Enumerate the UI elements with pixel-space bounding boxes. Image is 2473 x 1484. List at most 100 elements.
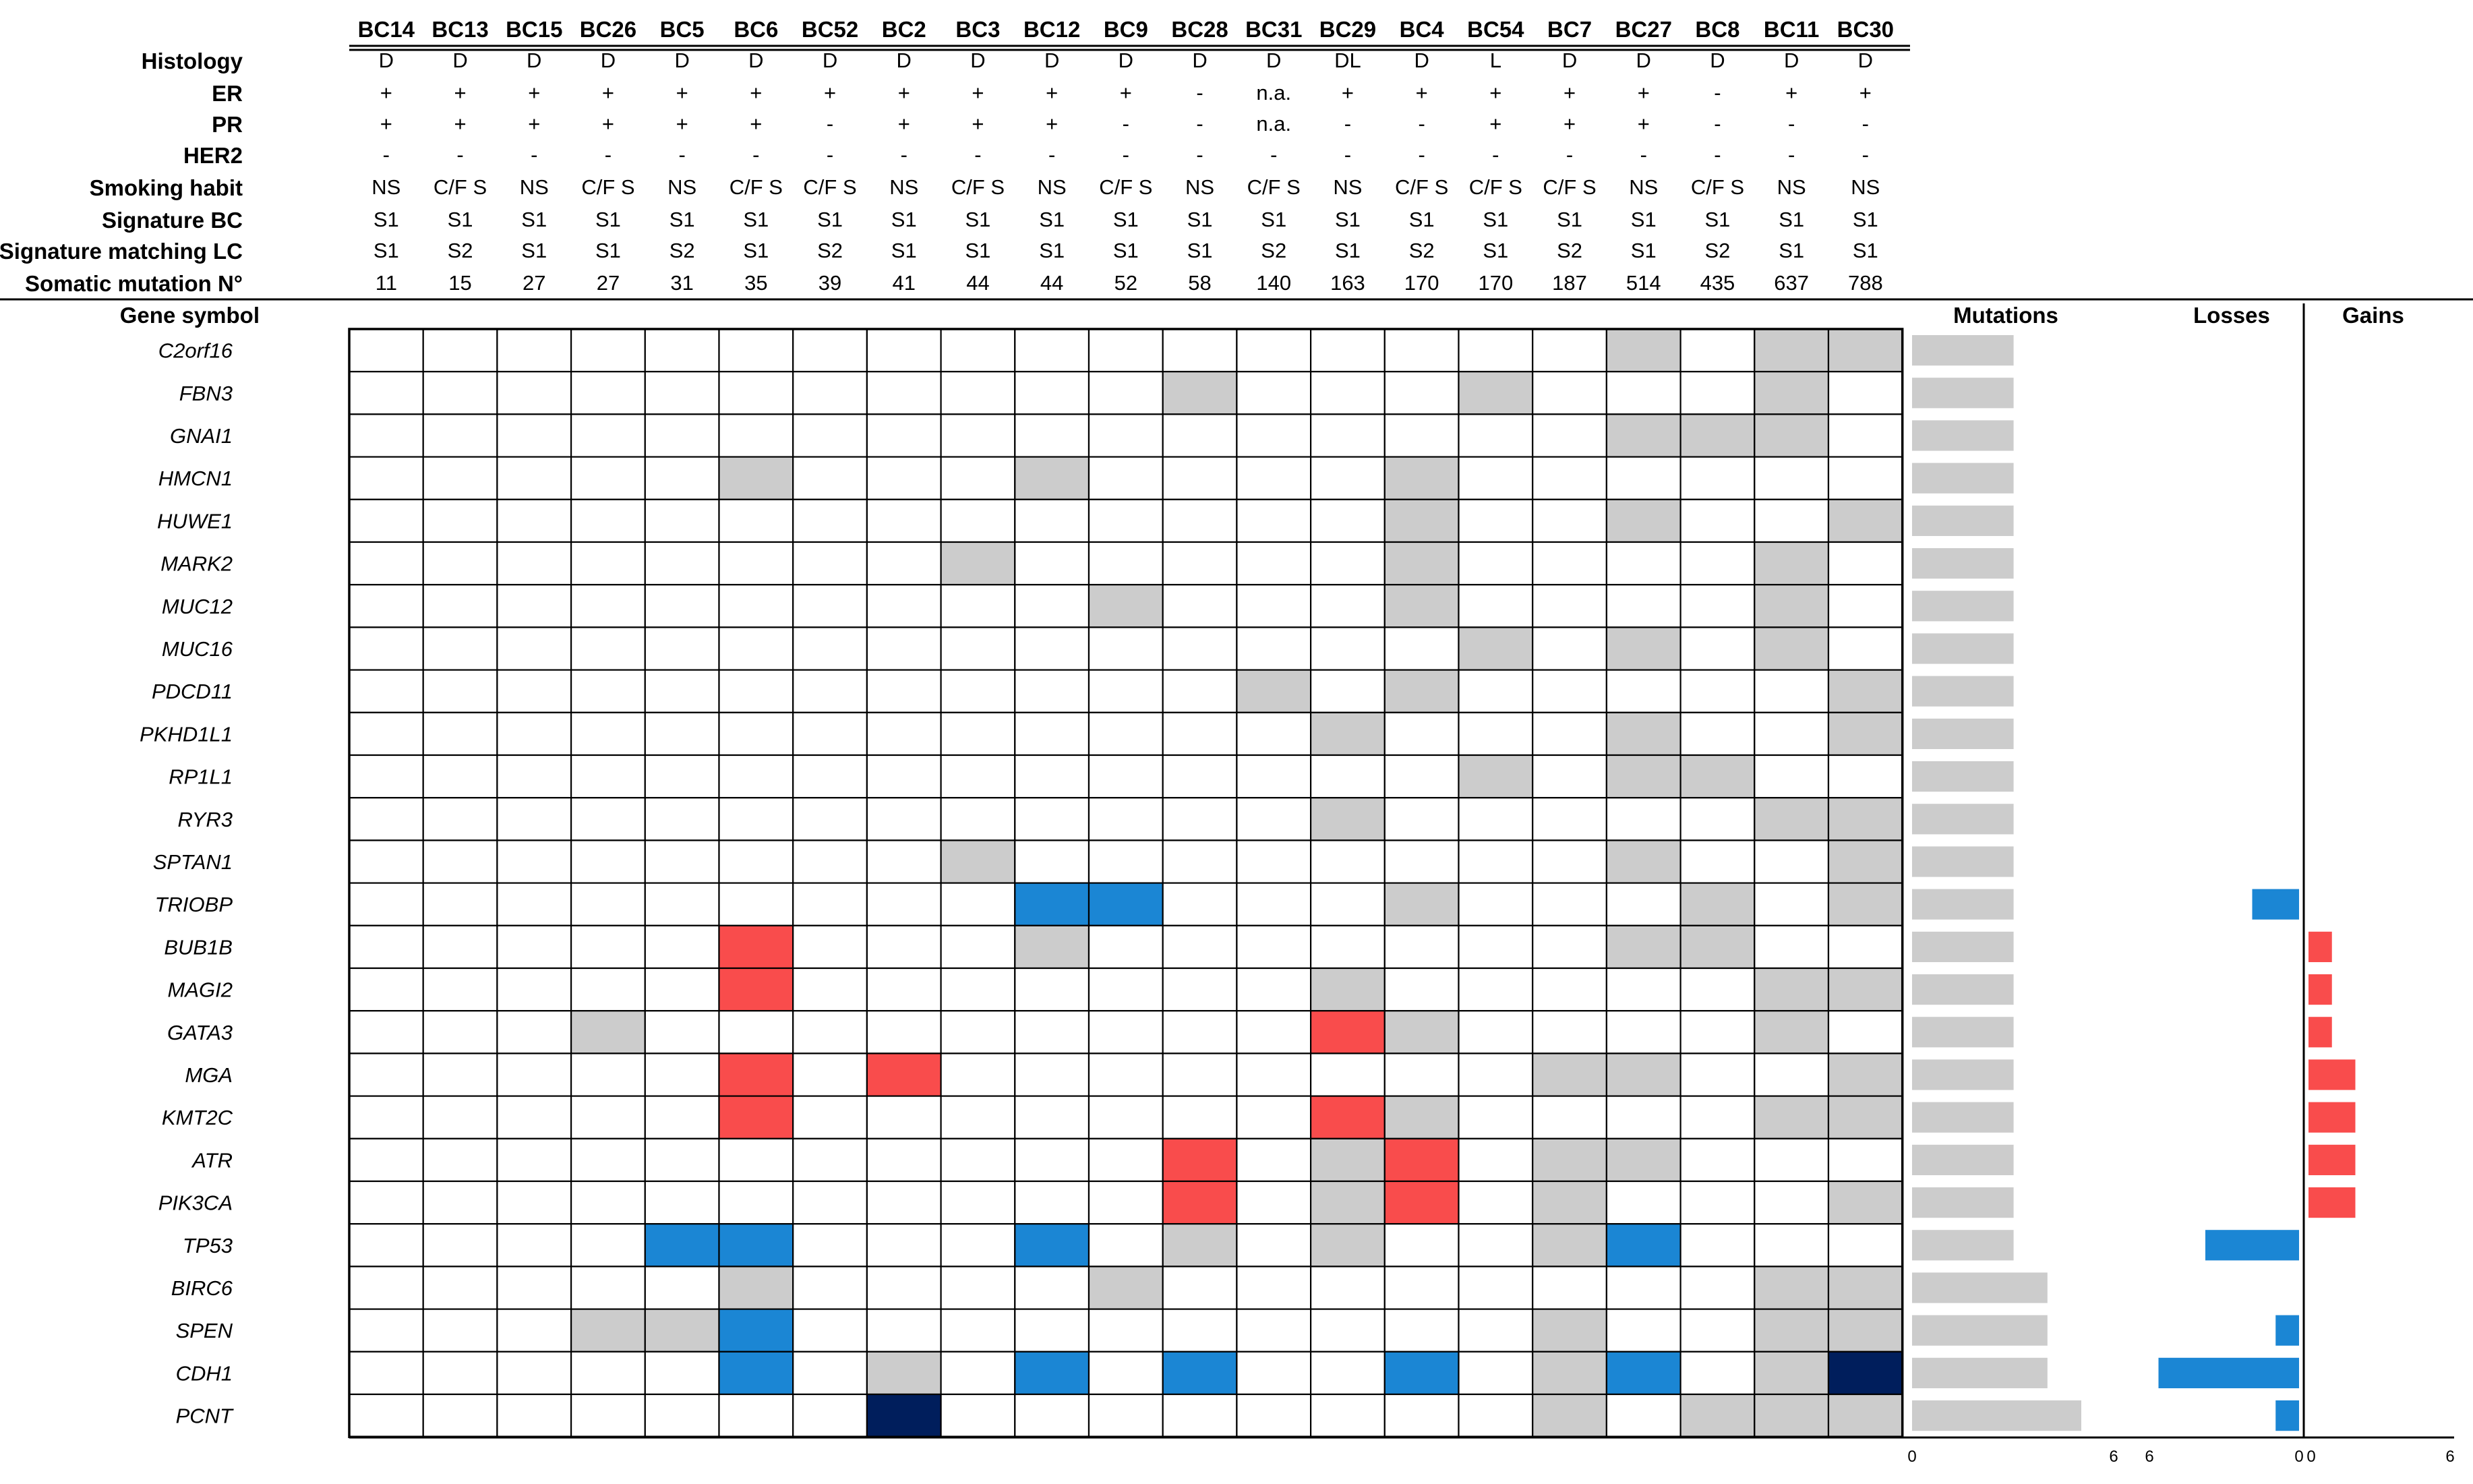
heatmap-cell xyxy=(1236,541,1312,586)
sample-header: BC26 xyxy=(580,17,636,42)
heatmap-cell xyxy=(422,498,498,543)
heatmap-cell xyxy=(1827,1180,1903,1225)
heatmap-cell xyxy=(940,1351,1016,1396)
heatmap-cell xyxy=(1605,839,1681,884)
heatmap-cell xyxy=(1458,839,1534,884)
heatmap-cell xyxy=(1605,498,1681,543)
heatmap-cell xyxy=(1309,754,1386,799)
mutation-bar xyxy=(1912,1144,2014,1175)
heatmap-cell xyxy=(1087,1052,1164,1097)
heatmap-cell xyxy=(792,1180,868,1225)
heatmap-cell xyxy=(1162,839,1238,884)
clinical-value: + xyxy=(1342,81,1354,105)
heatmap-cell xyxy=(496,626,572,671)
clinical-value: D xyxy=(527,49,541,72)
gene-label: KMT2C xyxy=(162,1106,233,1129)
heatmap-cell xyxy=(570,924,646,970)
heatmap-cell xyxy=(1014,797,1090,841)
clinical-value: + xyxy=(1638,112,1650,136)
heatmap-cell xyxy=(1458,711,1534,756)
heatmap-cell xyxy=(1679,413,1756,458)
sample-header: BC6 xyxy=(734,17,778,42)
gain-bar xyxy=(2308,931,2332,962)
heatmap-cell xyxy=(1014,1180,1090,1225)
heatmap-cell xyxy=(1309,1308,1386,1353)
heatmap-cell xyxy=(1532,1137,1607,1183)
clinical-value: + xyxy=(528,112,540,136)
heatmap-cell xyxy=(718,371,794,415)
heatmap-cell xyxy=(1532,1095,1607,1139)
heatmap-cell xyxy=(1679,456,1756,500)
clinical-value: C/F S xyxy=(1099,175,1152,199)
heatmap-cell xyxy=(348,456,424,500)
heatmap-cell xyxy=(1754,1351,1830,1396)
heatmap-cell xyxy=(570,1180,646,1225)
heatmap-cell xyxy=(1236,1393,1312,1438)
heatmap-grid xyxy=(348,328,1904,1438)
heatmap-cell xyxy=(792,924,868,970)
clinical-value: n.a. xyxy=(1256,81,1291,105)
clinical-value: + xyxy=(676,81,688,105)
heatmap-cell xyxy=(718,626,794,671)
clinical-value: D xyxy=(1710,49,1725,72)
clinical-value: - xyxy=(1788,143,1795,167)
heatmap-cell xyxy=(348,371,424,415)
heatmap-cell xyxy=(422,839,498,884)
heatmap-cell xyxy=(1014,1052,1090,1097)
heatmap-cell xyxy=(1754,626,1830,671)
heatmap-cell xyxy=(570,754,646,799)
gene-label: GATA3 xyxy=(167,1021,233,1044)
heatmap-cell xyxy=(1014,754,1090,799)
bar-axes xyxy=(349,303,2454,1439)
heatmap-cell xyxy=(1236,328,1312,373)
clinical-row-label: PR xyxy=(212,112,243,137)
heatmap-cell xyxy=(1532,1010,1607,1055)
heatmap-cell xyxy=(1754,1180,1830,1225)
heatmap-cell xyxy=(1605,711,1681,756)
mutation-bar xyxy=(1912,1357,2048,1388)
heatmap-cell xyxy=(1087,839,1164,884)
heatmap-cell xyxy=(1605,1010,1681,1055)
heatmap-cell xyxy=(644,1308,720,1353)
heatmap-cell xyxy=(1309,711,1386,756)
heatmap-cell xyxy=(348,413,424,458)
clinical-value: 44 xyxy=(1040,271,1063,295)
clinical-value: S2 xyxy=(1704,239,1730,262)
clinical-value: + xyxy=(972,81,984,105)
clinical-value: S1 xyxy=(1335,208,1361,231)
heatmap-cell xyxy=(570,882,646,926)
clinical-value: + xyxy=(602,112,614,136)
clinical-value: - xyxy=(1344,112,1351,136)
clinical-value: D xyxy=(897,49,912,72)
clinical-row-label: ER xyxy=(212,81,243,106)
heatmap-cell xyxy=(348,1180,424,1225)
mutation-bar xyxy=(1912,676,2014,707)
heatmap-cell xyxy=(1532,669,1607,713)
clinical-value: S2 xyxy=(1261,239,1286,262)
heatmap-cell xyxy=(1383,626,1460,671)
clinical-value: + xyxy=(454,81,466,105)
heatmap-cell xyxy=(1383,669,1460,713)
heatmap-cell xyxy=(1532,584,1607,628)
clinical-value: S1 xyxy=(1039,208,1065,231)
heatmap-cell xyxy=(1087,669,1164,713)
heatmap-cell xyxy=(1236,1095,1312,1139)
clinical-values: D D D D D D D D D D D D D DL D L D D D D D+ + + + + + + + + + + - n.a. + +… xyxy=(371,49,1882,295)
mutations-tick-label: 0 xyxy=(1907,1448,1916,1466)
heatmap-cell xyxy=(1087,1351,1164,1396)
heatmap-cell xyxy=(644,882,720,926)
heatmap-cell xyxy=(422,541,498,586)
sample-headers: BC14 BC13 BC15 BC26 BC5 BC6 BC52 BC2 BC3 BC12 BC9 B… xyxy=(358,17,1894,42)
heatmap-cell xyxy=(1383,754,1460,799)
mutation-bar xyxy=(1912,1272,2048,1303)
clinical-value: + xyxy=(1120,81,1132,105)
heatmap-cell xyxy=(1458,882,1534,926)
heatmap-cell xyxy=(496,1393,572,1438)
heatmap-cell xyxy=(1236,456,1312,500)
clinical-value: C/F S xyxy=(1543,175,1596,199)
heatmap-cell xyxy=(1087,498,1164,543)
clinical-value: NS xyxy=(1333,175,1362,199)
heatmap-cell xyxy=(570,371,646,415)
heatmap-cell xyxy=(644,839,720,884)
heatmap-cell xyxy=(422,967,498,1012)
